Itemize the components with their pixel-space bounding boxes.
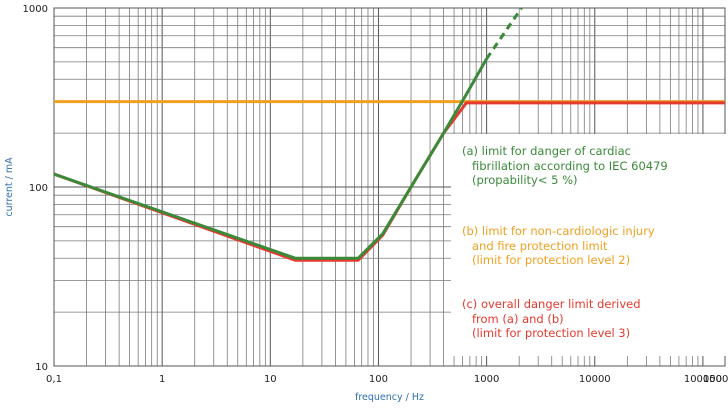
legend-a-line-2: fibrillation according to IEC 60479 (472, 158, 668, 173)
y-axis-label: current / mA (4, 157, 15, 217)
x-tick-label: 10000 (579, 374, 611, 385)
legend: (a) limit for danger of cardiac fibrilla… (451, 134, 727, 356)
y-tick-label: 10 (35, 362, 48, 373)
legend-a-line-1: (a) limit for danger of cardiac (462, 144, 631, 158)
series-a-line (53, 58, 488, 260)
x-tick-label: 1000 (474, 374, 499, 385)
legend-entry-b: (b) limit for non-cardiologic injury and… (462, 224, 655, 268)
legend-a-line-3: (propability< 5 %) (472, 173, 578, 187)
legend-c-line-1: (c) overall danger limit derived (462, 297, 641, 311)
x-tick-label: 0,1 (46, 374, 62, 385)
legend-b-line-2: and fire protection limit (472, 238, 608, 253)
legend-entry-a: (a) limit for danger of cardiac fibrilla… (462, 144, 668, 188)
x-tick-label: 1 (159, 374, 165, 385)
x-tick-label: 100000 (684, 374, 722, 385)
legend-b-line-1: (b) limit for non-cardiologic injury (462, 224, 655, 238)
x-tick-label: 150000 (703, 374, 728, 385)
series-layer (53, 7, 725, 262)
legend-c-line-3: (limit for protection level 3) (472, 326, 631, 340)
x-tick-label: 10 (264, 374, 277, 385)
legend-entry-c: (c) overall danger limit derived from (a… (462, 297, 641, 341)
x-axis-label: frequency / Hz (355, 392, 424, 403)
tick-labels: 0,1 1 10 100 1000 10000 100000150000 10 100 1000 (23, 4, 728, 385)
legend-c-line-2: from (a) and (b) (472, 311, 564, 326)
series-a-extension (485, 7, 523, 60)
y-tick-label: 100 (29, 183, 48, 194)
y-tick-label: 1000 (23, 4, 48, 15)
x-tick-label: 100 (369, 374, 388, 385)
legend-b-line-3: (limit for protection level 2) (472, 253, 631, 267)
